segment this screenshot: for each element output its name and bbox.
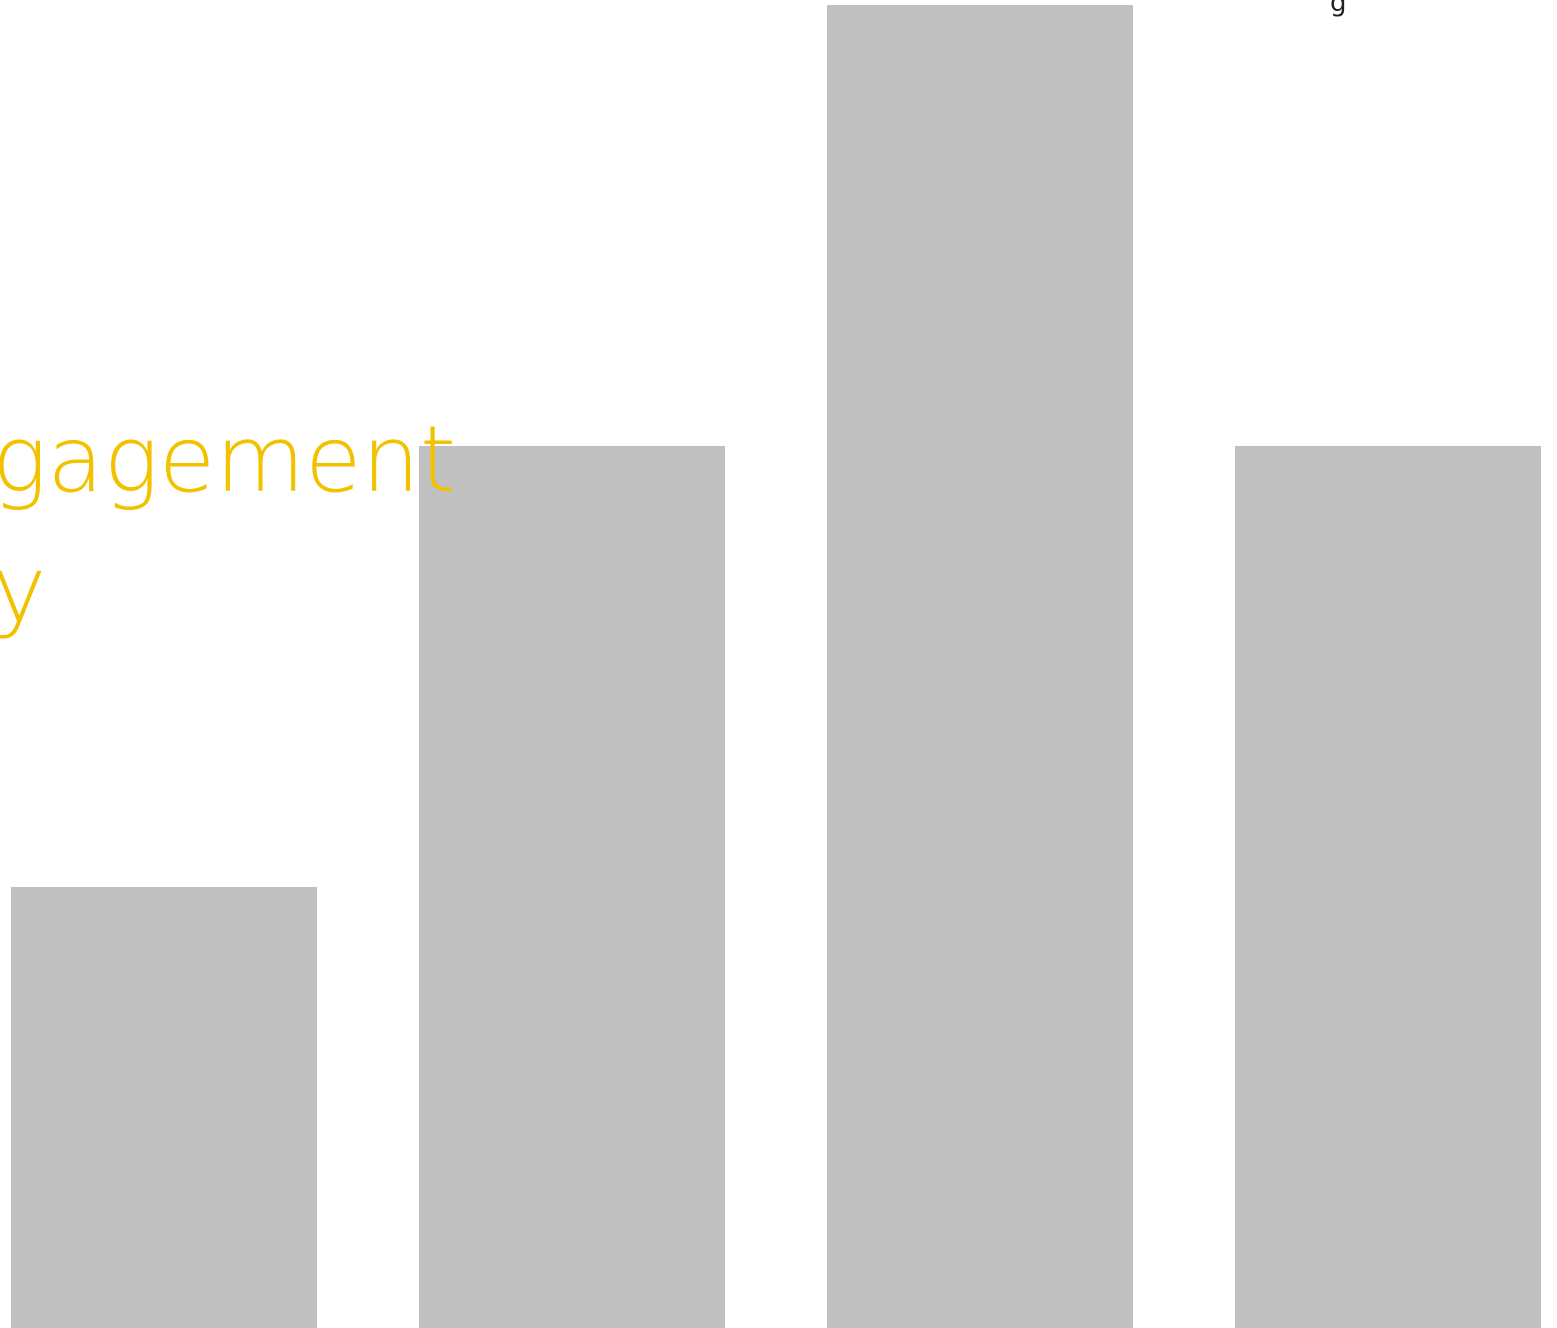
headline-line-2: y [0,536,47,643]
bar-1 [11,887,317,1328]
bars-group [11,5,1541,1328]
headline: gagement y [0,395,456,655]
corner-text: g [1330,0,1347,18]
headline-line-1: gagement [0,406,456,513]
bar-2 [419,446,725,1328]
bar-3 [827,5,1133,1328]
bar-4 [1235,446,1541,1328]
